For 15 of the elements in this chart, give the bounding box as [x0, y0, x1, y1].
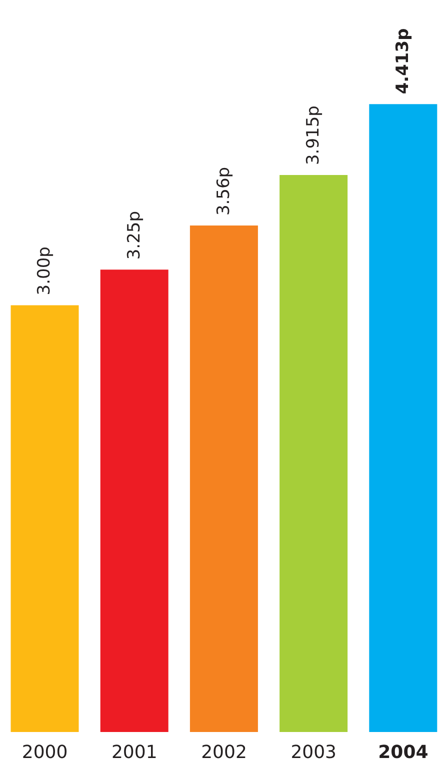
x-tick-label: 2001 — [111, 742, 158, 763]
data-label: 3.56p — [214, 166, 234, 216]
data-label: 4.413p — [393, 28, 414, 94]
x-tick-label: 2003 — [290, 742, 337, 763]
bar — [190, 226, 258, 732]
x-tick-label: 2000 — [22, 742, 68, 763]
data-label: 3.915p — [304, 106, 324, 166]
data-label: 3.25p — [124, 210, 144, 260]
x-tick-label: 2004 — [378, 742, 428, 763]
bar — [280, 175, 348, 732]
bar — [100, 270, 168, 732]
x-tick-label: 2002 — [201, 742, 247, 763]
bar — [10, 305, 79, 732]
bar — [369, 104, 438, 732]
data-label: 3.00p — [34, 246, 55, 296]
